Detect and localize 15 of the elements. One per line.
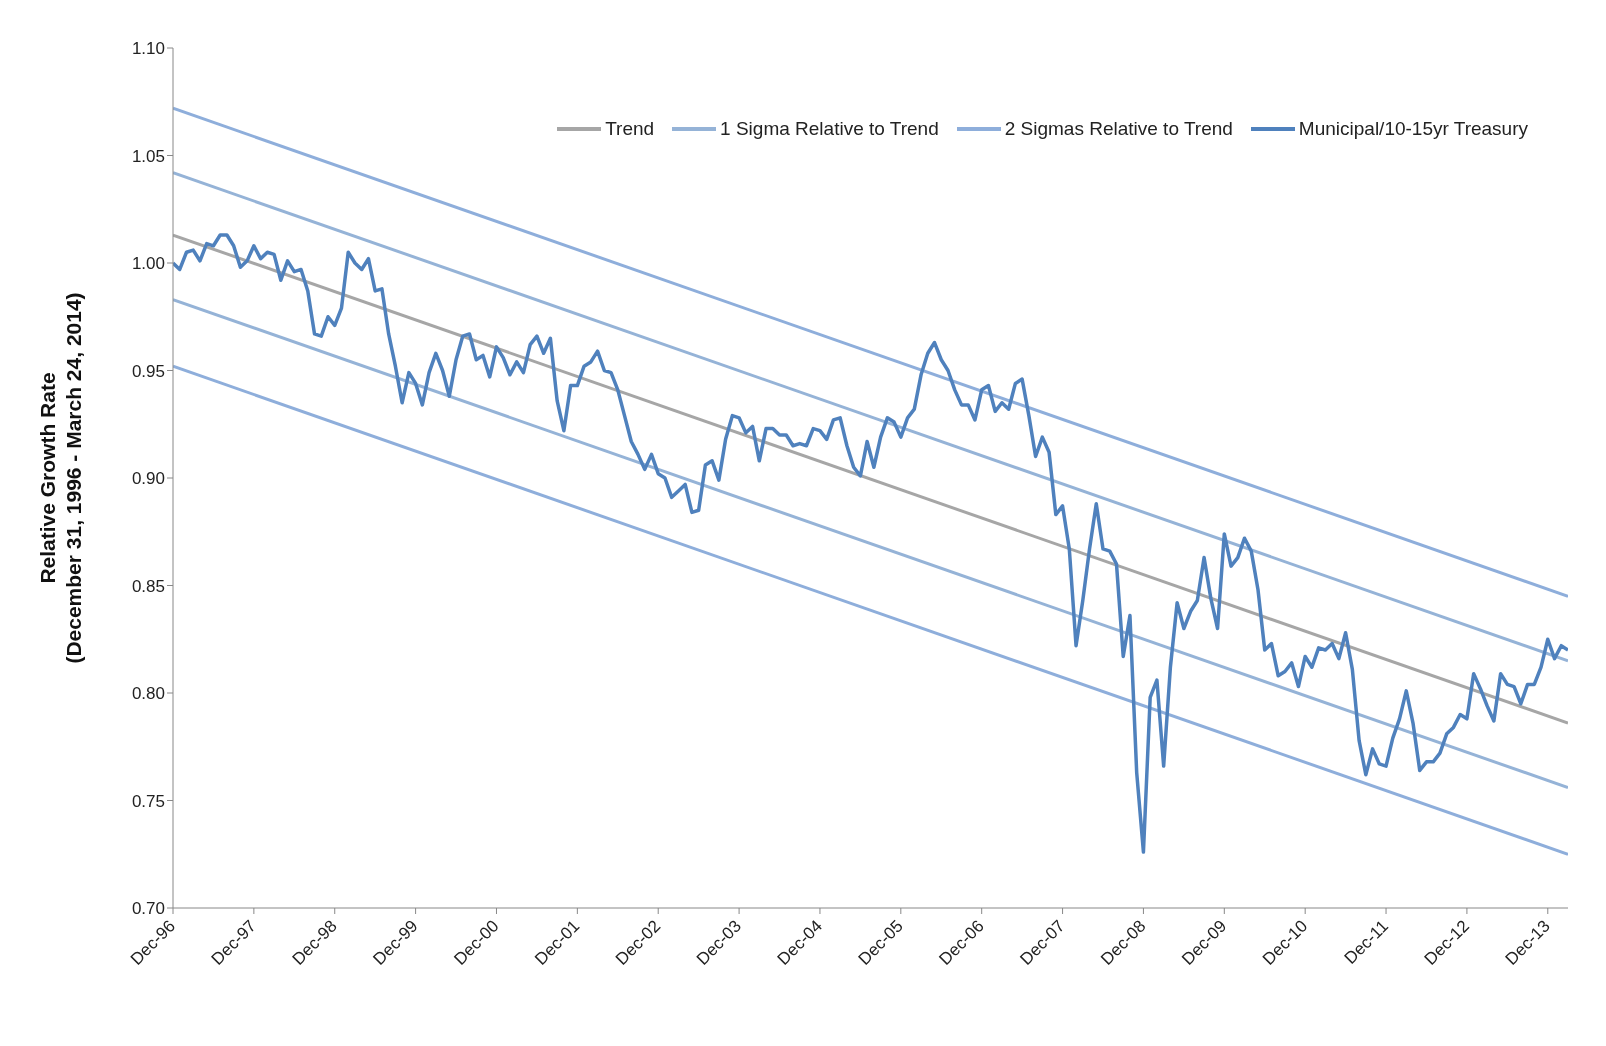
y-tick-label: 0.85: [131, 576, 165, 596]
y-tick-label: 1.10: [131, 39, 165, 59]
y-tick-label: 0.90: [131, 469, 165, 489]
legend-label: Municipal/10-15yr Treasury: [1298, 118, 1528, 140]
legend-label: 2 Sigmas Relative to Trend: [1004, 118, 1233, 140]
y-tick-label: 0.70: [131, 899, 165, 919]
line-series: [173, 233, 1568, 854]
y-tick-label: 1.05: [131, 146, 165, 166]
y-tick-label: 0.75: [131, 791, 165, 811]
y-tick-label: 1.00: [131, 254, 165, 274]
legend-label: 1 Sigma Relative to Trend: [720, 118, 939, 140]
y-tick-label: 0.95: [131, 361, 165, 381]
y-tick-label: 0.80: [131, 684, 165, 704]
legend-label: Trend: [605, 118, 655, 140]
y-axis-title: Relative Growth Rate (December 31, 1996 - March 24, 2014): [36, 292, 85, 664]
